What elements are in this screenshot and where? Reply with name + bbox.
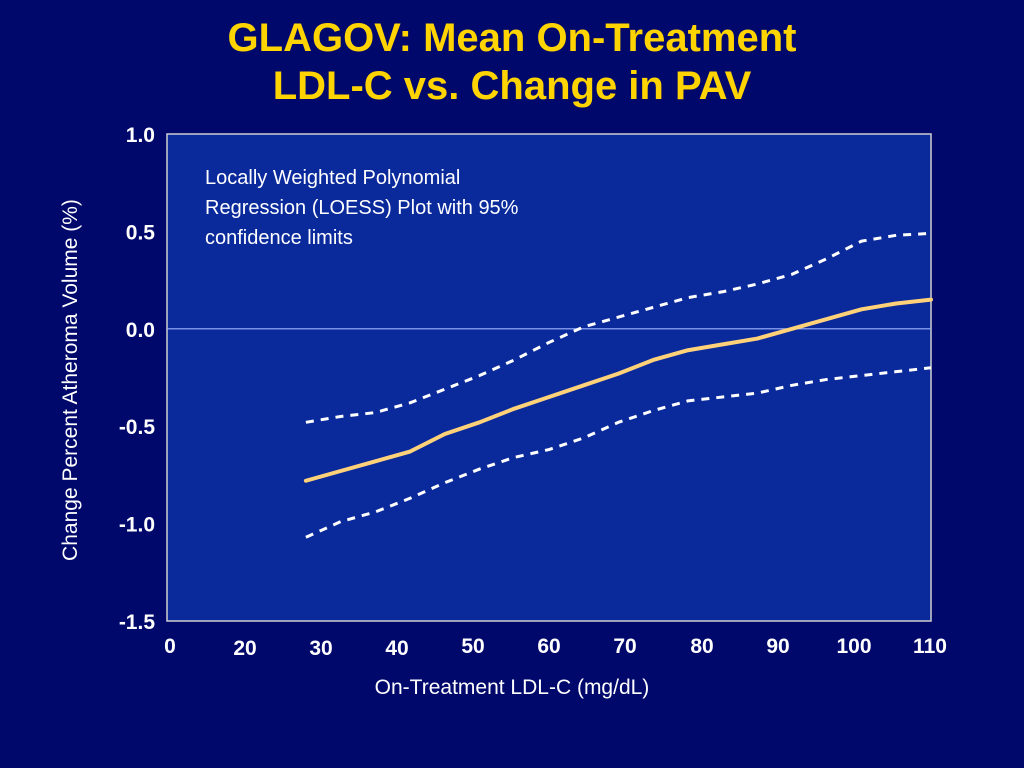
x-tick-label: 20 xyxy=(233,637,256,660)
x-tick-label: 80 xyxy=(690,635,713,658)
title-line-1: GLAGOV: Mean On-Treatment xyxy=(227,16,797,60)
slide-title: GLAGOV: Mean On-Treatment LDL-C vs. Chan… xyxy=(0,14,1024,110)
x-tick-label: 70 xyxy=(613,635,636,658)
annotation-line-1: Locally Weighted Polynomial xyxy=(205,167,460,189)
loess-fit-line xyxy=(303,297,933,483)
x-tick-label: 40 xyxy=(385,637,408,660)
x-tick-label: 0 xyxy=(164,635,176,658)
x-axis-label: On-Treatment LDL-C (mg/dL) xyxy=(375,676,650,699)
x-tick-label: 110 xyxy=(913,635,947,658)
annotation-line-2: Regression (LOESS) Plot with 95% xyxy=(205,197,519,219)
x-tick-label: 90 xyxy=(766,635,789,658)
y-tick-label: 1.0 xyxy=(126,124,155,147)
chart-annotation: Locally Weighted Polynomial Regression (… xyxy=(205,167,524,249)
title-line-2: LDL-C vs. Change in PAV xyxy=(272,64,752,108)
y-axis: 1.0 0.5 0.0 -0.5 -1.0 -1.5 xyxy=(119,124,156,634)
annotation-line-3: confidence limits xyxy=(205,227,353,249)
y-axis-label: Change Percent Atheroma Volume (%) xyxy=(59,199,82,561)
x-tick-label: 100 xyxy=(836,635,871,658)
x-tick-label: 60 xyxy=(537,635,560,658)
y-tick-label: -0.5 xyxy=(119,416,156,439)
x-tick-label: 30 xyxy=(309,637,332,660)
y-tick-label: -1.5 xyxy=(119,611,156,634)
y-tick-label: 0.5 xyxy=(126,221,156,244)
x-tick-label: 50 xyxy=(461,635,484,658)
lower-95-confidence-limit-line xyxy=(305,366,932,539)
y-tick-label: 0.0 xyxy=(126,319,155,342)
upper-95-confidence-limit-line xyxy=(305,231,932,424)
y-tick-label: -1.0 xyxy=(119,514,155,537)
series-layer xyxy=(303,231,933,539)
plot-area xyxy=(166,133,932,622)
x-axis: 0 20 30 40 50 60 70 80 90 100 110 xyxy=(164,635,947,660)
